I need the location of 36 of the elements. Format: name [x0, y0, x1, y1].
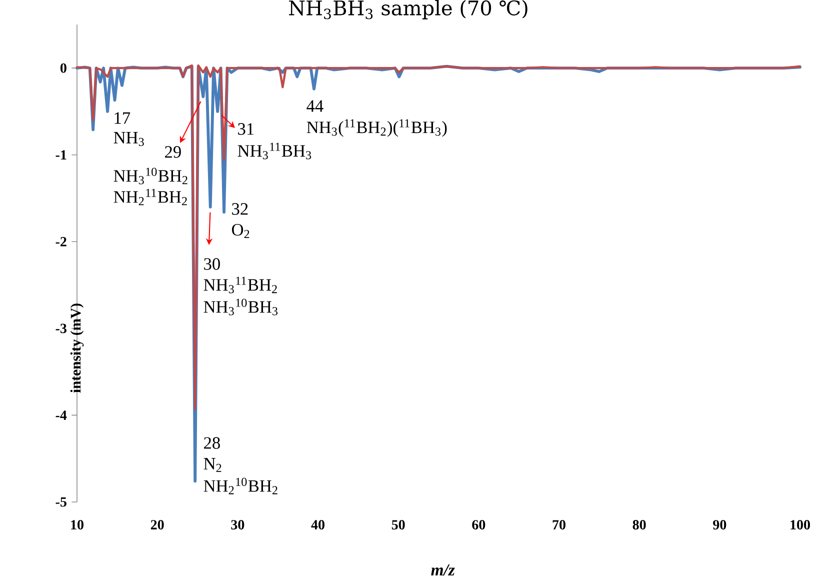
y-tick-label: -4: [56, 410, 67, 420]
x-tick-label: 60: [472, 520, 486, 530]
x-tick-label: 80: [632, 520, 646, 530]
annotation: NH$_{2}$$^{10}$BH$_{2}$: [204, 478, 278, 494]
annotation: 32: [232, 203, 248, 215]
annotation: 44: [306, 100, 324, 112]
x-axis-title: m/z: [431, 564, 455, 576]
x-tick-label: 20: [150, 520, 164, 530]
y-tick-label: -3: [56, 324, 66, 334]
x-tick-label: 10: [71, 520, 84, 530]
x-tick-label: 50: [392, 520, 405, 530]
x-tick-label: 40: [311, 520, 324, 530]
annotation: NH$_{3}$$^{11}$BH$_{3}$: [238, 142, 312, 160]
annotation: N$_{2}$: [204, 458, 222, 472]
annotation: NH$_{3}$$^{10}$BH$_{3}$: [204, 298, 278, 316]
annotation: NH$_{2}$$^{11}$BH$_{2}$: [114, 188, 187, 206]
annotation: 30: [204, 258, 220, 270]
annotation: NH$_{3}$: [114, 132, 144, 146]
annotation: 31: [238, 123, 254, 135]
x-tick-label: 100: [790, 520, 810, 530]
x-tick-label: 90: [713, 520, 726, 530]
annotation: 29: [165, 146, 181, 158]
y-tick-label: 0: [60, 63, 66, 73]
annotation: NH$_{3}$$^{10}$BH$_{2}$: [114, 168, 188, 184]
annotation: 17: [114, 112, 130, 124]
text: NH$_{3}$($^{11}$BH$_{2}$)($^{11}$BH$_{3}$): [306, 119, 447, 137]
annotation: NH$_{3}$$^{11}$BH$_{2}$: [204, 276, 277, 294]
y-axis-title: intensity (mV): [70, 304, 84, 393]
annotation: O$_{2}$: [232, 224, 250, 238]
y-tick-label: -5: [56, 497, 66, 507]
y-tick-label: -2: [56, 237, 66, 246]
y-tick-label: -1: [56, 150, 66, 160]
x-tick-label: 70: [552, 520, 566, 530]
annotation: 28: [204, 437, 220, 449]
x-tick-label: 30: [231, 520, 244, 530]
chart-title: NH$_{3}$BH$_{3}$ sample (70 ℃): [289, 0, 528, 20]
